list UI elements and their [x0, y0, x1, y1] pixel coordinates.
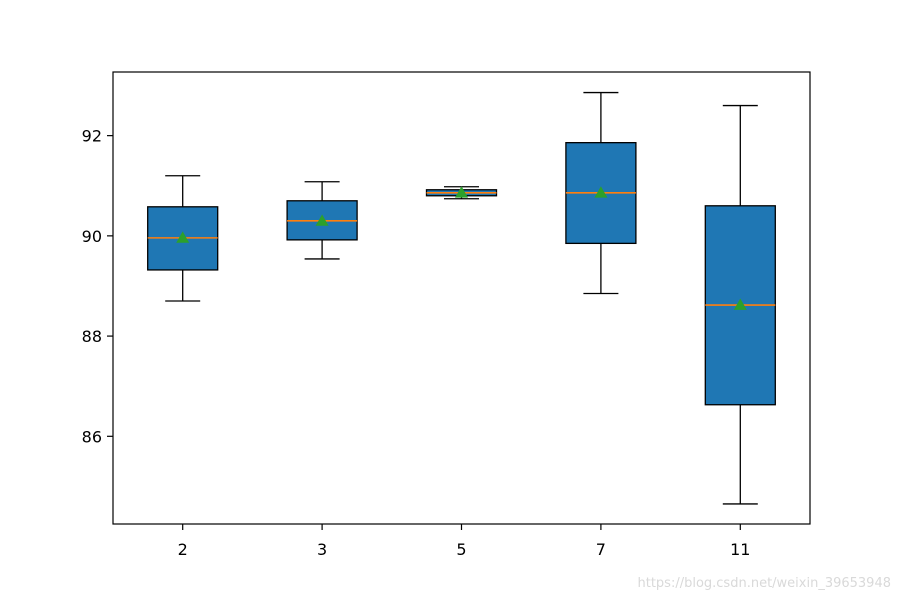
box-group-3	[286, 181, 358, 260]
y-tick-label: 86	[82, 427, 102, 446]
box-group-2	[147, 175, 219, 302]
x-tick-label: 3	[317, 540, 327, 559]
y-tick-label: 90	[82, 227, 102, 246]
x-tick-label: 7	[596, 540, 606, 559]
box-group-11	[704, 104, 776, 505]
y-tick-label: 92	[82, 127, 102, 146]
x-tick-label: 5	[456, 540, 466, 559]
mean-marker	[594, 186, 608, 198]
boxes-layer	[147, 91, 776, 505]
y-axis: 86 88 90 92	[82, 127, 113, 446]
box-group-5	[425, 186, 498, 200]
mean-marker	[315, 214, 329, 226]
watermark: https://blog.csdn.net/weixin_39653948	[637, 576, 891, 591]
x-tick-label: 2	[178, 540, 188, 559]
x-tick-label: 11	[730, 540, 750, 559]
box-group-7	[565, 91, 637, 295]
x-axis: 2 3 5 7 11	[178, 524, 750, 559]
mean-marker	[455, 186, 468, 198]
mean-marker	[176, 231, 190, 243]
mean-marker	[733, 298, 747, 310]
y-tick-label: 88	[82, 327, 102, 346]
